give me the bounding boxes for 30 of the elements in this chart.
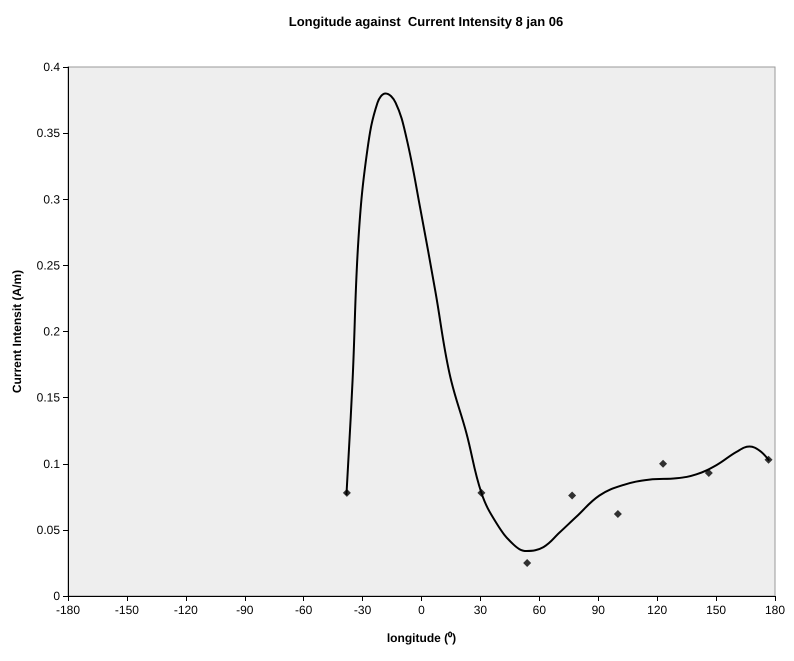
x-tick-label: 90 bbox=[592, 603, 606, 617]
y-tick-label: 0.4 bbox=[43, 60, 60, 74]
chart-title: Longitude against Current Intensity 8 jan 06 bbox=[288, 14, 564, 29]
x-tick-label: -180 bbox=[56, 603, 80, 617]
x-tick-label: 120 bbox=[647, 603, 668, 617]
y-tick-label: 0.1 bbox=[43, 456, 60, 471]
x-tick-label: 0 bbox=[418, 603, 426, 617]
point bbox=[659, 460, 668, 468]
y-axis-title: Current Intensit (A/m) bbox=[10, 270, 24, 394]
x-tick-label: -120 bbox=[174, 603, 198, 617]
x-tick-label: 150 bbox=[706, 603, 726, 617]
y-tick-label: 0.2 bbox=[43, 324, 60, 338]
point bbox=[704, 469, 713, 478]
x-tick-label: 180 bbox=[764, 603, 786, 617]
y-tick-label: 0.35 bbox=[36, 126, 60, 140]
x-tick-label: 30 bbox=[474, 603, 488, 617]
point bbox=[523, 558, 532, 567]
y-tick-label: 0.25 bbox=[36, 258, 60, 272]
x-tick-label: 60 bbox=[532, 603, 546, 617]
y-tick-label: 0 bbox=[53, 589, 60, 603]
y-tick-label: 0.3 bbox=[43, 192, 60, 206]
x-tick-label: -150 bbox=[114, 603, 140, 617]
point bbox=[568, 491, 576, 500]
x-tick-label: -60 bbox=[294, 603, 313, 617]
x-tick-label: -30 bbox=[354, 603, 372, 617]
y-tick-label: 0.15 bbox=[36, 390, 60, 405]
x-axis-title: longitude (⁰) bbox=[386, 631, 456, 645]
point bbox=[614, 510, 622, 518]
x-tick-label: -90 bbox=[236, 603, 254, 617]
y-tick-label: 0.05 bbox=[36, 522, 60, 537]
